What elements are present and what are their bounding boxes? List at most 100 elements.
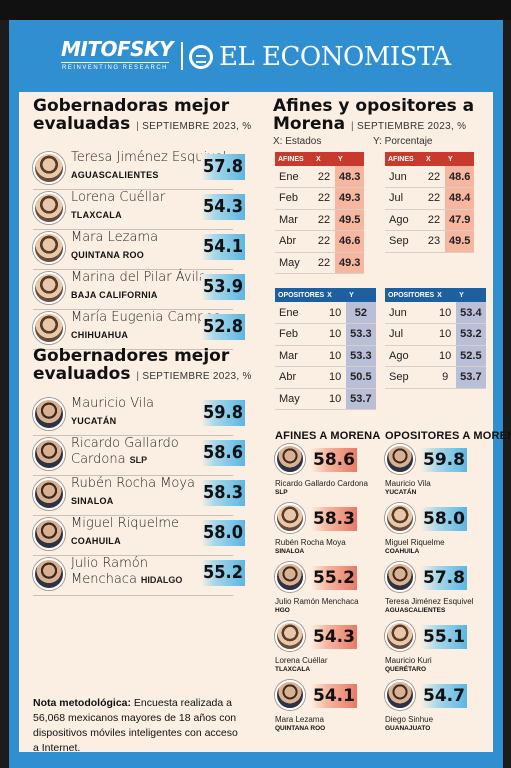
person-state: SLP <box>275 489 288 496</box>
y-cell: 48.6 <box>445 166 475 188</box>
person-state: GUANAJUATO <box>385 725 431 732</box>
person-name: Ricardo Gallardo <box>71 436 179 451</box>
person-state: COAHUILA <box>385 548 420 555</box>
afines-table-right: AFINES X Y Jun 22 48.6 Jul 22 48.4 Ago 22 47.9 Se… <box>385 152 475 253</box>
x-cell: 10 <box>324 302 347 324</box>
person-name: Mara Lezama <box>71 230 159 245</box>
gobernador-row: Mauricio Vila YUCATÁN 59.8 <box>33 396 245 436</box>
person-name: Rubén Rocha Moya <box>275 538 346 547</box>
avatar <box>385 562 415 592</box>
person-name: Rubén Rocha Moya <box>71 476 196 491</box>
table-row: Abr 10 50.5 <box>275 366 376 389</box>
x-cell: 10 <box>434 323 457 346</box>
y-cell: 49.5 <box>445 230 475 253</box>
x-cell: 22 <box>313 166 335 188</box>
avatar <box>275 680 305 710</box>
y-cell: 52.5 <box>456 345 486 367</box>
approval-score: 58.6 <box>201 440 245 466</box>
afines-card: 58.3 Rubén Rocha Moya SINALOA <box>275 503 385 565</box>
table-row: Mar 22 49.5 <box>275 209 365 231</box>
x-cell: 22 <box>313 209 335 231</box>
approval-score: 55.2 <box>311 566 357 590</box>
person-name: Ricardo Gallardo Cardona <box>275 479 368 488</box>
approval-score: 54.7 <box>421 684 467 708</box>
person-name-line-2: Cardona SLP <box>71 452 147 468</box>
infographic-frame: MITOFSKY REINVENTING RESEARCH EL ECONOMI… <box>9 20 511 768</box>
avatar <box>385 621 415 651</box>
avatar <box>385 444 415 474</box>
methodology-note: Nota metodológica: Encuesta realizada a … <box>33 696 243 756</box>
table-row: Abr 22 46.6 <box>275 230 365 253</box>
person-state: TLAXCALA <box>275 666 311 673</box>
person-state: QUINTANA ROO <box>71 250 145 260</box>
avatar <box>385 680 415 710</box>
gobernador-row: Ricardo Gallardo Cardona SLP 58.6 <box>33 436 245 476</box>
y-cell: 53.3 <box>346 323 376 346</box>
approval-score: 58.3 <box>201 480 245 506</box>
person-state: HGO <box>275 607 290 614</box>
person-name-2: Cardona <box>71 452 126 467</box>
person-state: COAHUILA <box>71 536 121 546</box>
gobernador-row: Miguel Riquelme COAHUILA 58.0 <box>33 516 245 556</box>
opositores-table-left: OPOSITORES X Y Ene 10 52 Feb 10 53.3 Mar 10 53.3… <box>275 288 376 410</box>
avatar <box>33 272 65 304</box>
gobernadora-row: Marina del Pilar Ávila BAJA CALIFORNIA 53.… <box>33 270 245 310</box>
x-cell: 9 <box>434 366 457 389</box>
table-row: Jun 22 48.6 <box>385 166 475 188</box>
person-state: AGUASCALIENTES <box>385 607 446 614</box>
month-cell: Ene <box>275 166 313 188</box>
table-header-row: AFINES X Y <box>275 152 365 166</box>
avatar <box>275 444 305 474</box>
opositores-card: 55.1 Mauricio Kuri QUERÉTARO <box>385 621 495 683</box>
header: MITOFSKY REINVENTING RESEARCH EL ECONOMI… <box>9 20 503 92</box>
top-bar <box>0 0 511 20</box>
y-cell: 46.6 <box>335 230 365 253</box>
opositores-card: 57.8 Teresa Jiménez Esquivel AGUASCALIENTE… <box>385 562 495 624</box>
table-row: Mar 10 53.3 <box>275 345 376 367</box>
person-name: Diego Sinhue <box>385 715 434 724</box>
table-row: Ene 10 52 <box>275 302 376 324</box>
person-name-line-2: Menchaca HIDALGO <box>71 572 182 588</box>
gobernadoras-subtitle: SEPTIEMBRE 2023, % <box>136 121 251 132</box>
gobernadora-row: Teresa Jiménez Esquivel AGUASCALIENTES 57.… <box>33 150 245 190</box>
avatar <box>33 558 65 590</box>
person-state: CHIHUAHUA <box>71 330 129 340</box>
y-cell: 49.5 <box>335 209 365 231</box>
col-x-header: X <box>324 288 347 302</box>
y-cell: 53.7 <box>456 366 486 389</box>
x-cell: 10 <box>434 345 457 367</box>
person-name: Teresa Jiménez Esquivel <box>71 150 227 165</box>
mitofsky-logo-subtext: REINVENTING RESEARCH <box>61 62 169 71</box>
approval-score: 59.8 <box>421 448 467 472</box>
table-row: Feb 10 53.3 <box>275 323 376 346</box>
gobernadoras-title-row: evaluadas SEPTIEMBRE 2023, % <box>33 114 252 137</box>
opositores-header: OPOSITORES <box>275 288 325 302</box>
month-cell: Feb <box>275 187 313 210</box>
x-cell: 10 <box>324 323 347 346</box>
person-state: SINALOA <box>71 496 114 506</box>
y-cell: 48.3 <box>335 166 365 188</box>
person-name: Lorena Cuéllar <box>71 190 166 205</box>
approval-score: 58.0 <box>421 507 467 531</box>
month-cell: Mar <box>275 209 313 231</box>
person-state: TLAXCALA <box>71 210 122 220</box>
table-row: Jun 10 53.4 <box>385 302 486 324</box>
month-cell: May <box>275 388 325 410</box>
approval-score: 53.9 <box>201 274 245 300</box>
afines-header: AFINES <box>275 152 313 166</box>
approval-score: 58.6 <box>311 448 357 472</box>
y-axis-label: Y: Porcentaje <box>373 136 433 147</box>
mitofsky-logo-text: MITOFSKY <box>61 37 174 61</box>
person-state: AGUASCALIENTES <box>71 170 159 180</box>
approval-score: 52.8 <box>201 314 245 340</box>
y-cell: 50.5 <box>346 366 376 389</box>
approval-score: 54.3 <box>311 625 357 649</box>
table-row: Ago 10 52.5 <box>385 345 486 367</box>
table-row: Ene 22 48.3 <box>275 166 365 188</box>
person-name: María Eugenia Campos <box>71 310 221 325</box>
x-cell: 22 <box>313 230 335 253</box>
month-cell: Ago <box>385 209 423 231</box>
table-header-row: AFINES X Y <box>385 152 475 166</box>
methodology-note-text: Encuesta realizada a 56,068 mexicanos ma… <box>33 697 238 754</box>
logo-divider <box>181 42 183 70</box>
